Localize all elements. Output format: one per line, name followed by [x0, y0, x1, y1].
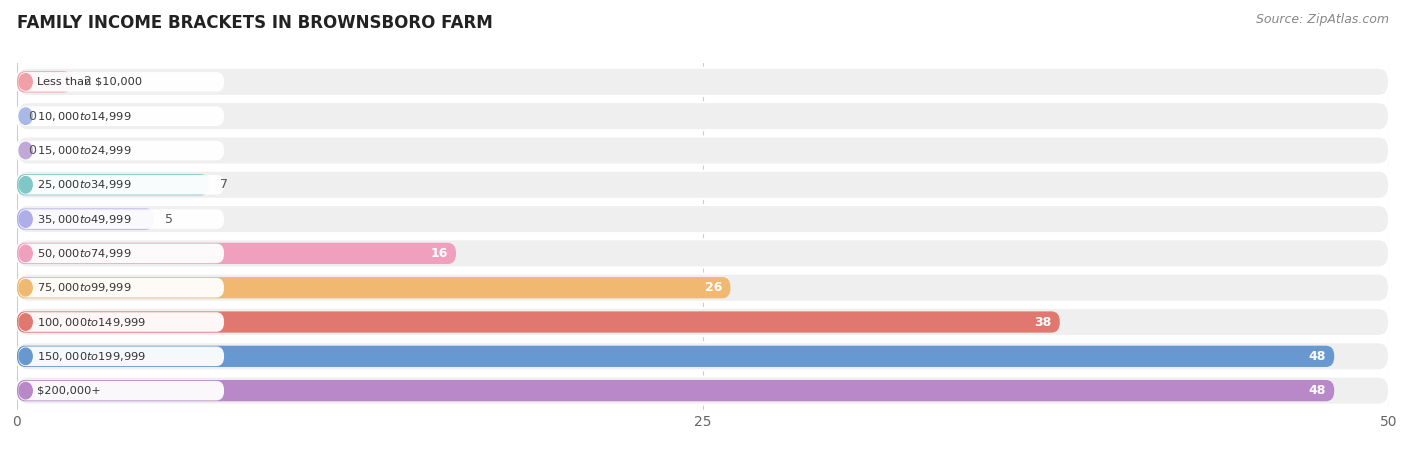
FancyBboxPatch shape — [17, 68, 1389, 96]
Circle shape — [20, 108, 32, 124]
FancyBboxPatch shape — [17, 71, 72, 93]
Text: 7: 7 — [219, 178, 228, 191]
FancyBboxPatch shape — [17, 243, 456, 264]
Circle shape — [20, 348, 32, 364]
Text: 48: 48 — [1309, 350, 1326, 363]
Text: 48: 48 — [1309, 384, 1326, 397]
Text: $50,000 to $74,999: $50,000 to $74,999 — [37, 247, 131, 260]
Text: $15,000 to $24,999: $15,000 to $24,999 — [37, 144, 131, 157]
FancyBboxPatch shape — [18, 243, 224, 263]
Circle shape — [20, 245, 32, 261]
Text: Source: ZipAtlas.com: Source: ZipAtlas.com — [1256, 14, 1389, 27]
FancyBboxPatch shape — [18, 72, 224, 92]
Text: 38: 38 — [1035, 315, 1052, 328]
Circle shape — [20, 382, 32, 399]
Text: $35,000 to $49,999: $35,000 to $49,999 — [37, 212, 131, 225]
Text: $75,000 to $99,999: $75,000 to $99,999 — [37, 281, 131, 294]
Text: 26: 26 — [704, 281, 723, 294]
Circle shape — [20, 176, 32, 193]
FancyBboxPatch shape — [18, 209, 224, 229]
Text: Less than $10,000: Less than $10,000 — [37, 77, 142, 87]
FancyBboxPatch shape — [17, 342, 1389, 370]
FancyBboxPatch shape — [17, 346, 1334, 367]
FancyBboxPatch shape — [17, 136, 1389, 165]
FancyBboxPatch shape — [18, 175, 224, 194]
FancyBboxPatch shape — [17, 239, 1389, 267]
Text: 5: 5 — [165, 212, 173, 225]
FancyBboxPatch shape — [17, 208, 155, 230]
FancyBboxPatch shape — [17, 171, 1389, 199]
Circle shape — [20, 142, 32, 159]
FancyBboxPatch shape — [18, 278, 224, 297]
Text: 2: 2 — [83, 75, 90, 88]
FancyBboxPatch shape — [18, 141, 224, 160]
FancyBboxPatch shape — [17, 102, 1389, 130]
FancyBboxPatch shape — [18, 106, 224, 126]
Text: 16: 16 — [430, 247, 447, 260]
FancyBboxPatch shape — [18, 346, 224, 366]
Circle shape — [20, 314, 32, 330]
Text: $100,000 to $149,999: $100,000 to $149,999 — [37, 315, 146, 328]
FancyBboxPatch shape — [17, 377, 1389, 405]
Circle shape — [20, 74, 32, 90]
FancyBboxPatch shape — [17, 311, 1060, 333]
Text: $200,000+: $200,000+ — [37, 386, 100, 396]
Text: $25,000 to $34,999: $25,000 to $34,999 — [37, 178, 131, 191]
Circle shape — [20, 279, 32, 296]
Circle shape — [20, 211, 32, 227]
Text: 0: 0 — [28, 110, 35, 123]
FancyBboxPatch shape — [18, 312, 224, 332]
Text: 0: 0 — [28, 144, 35, 157]
FancyBboxPatch shape — [17, 274, 1389, 302]
FancyBboxPatch shape — [17, 308, 1389, 336]
Text: FAMILY INCOME BRACKETS IN BROWNSBORO FARM: FAMILY INCOME BRACKETS IN BROWNSBORO FAR… — [17, 14, 492, 32]
FancyBboxPatch shape — [18, 381, 224, 400]
FancyBboxPatch shape — [17, 205, 1389, 233]
Text: $10,000 to $14,999: $10,000 to $14,999 — [37, 110, 131, 123]
Text: $150,000 to $199,999: $150,000 to $199,999 — [37, 350, 146, 363]
FancyBboxPatch shape — [17, 277, 731, 298]
FancyBboxPatch shape — [17, 380, 1334, 401]
FancyBboxPatch shape — [17, 174, 209, 195]
